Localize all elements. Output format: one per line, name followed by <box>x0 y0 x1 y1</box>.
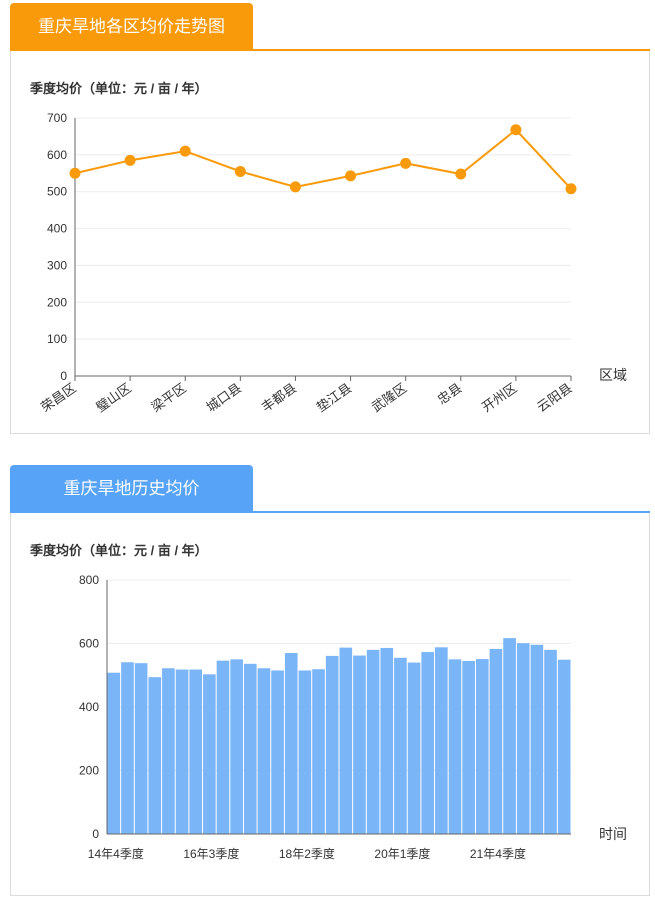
bar <box>421 652 435 834</box>
y-tick-label: 200 <box>79 764 99 778</box>
y-tick-label: 300 <box>47 258 67 272</box>
bar <box>353 655 366 834</box>
bar <box>544 649 557 834</box>
bar <box>257 668 271 834</box>
bar <box>462 660 475 834</box>
x-tick-label: 云阳县 <box>534 380 575 415</box>
bar <box>312 669 325 834</box>
bar <box>530 644 544 834</box>
y-tick-label: 600 <box>47 148 67 162</box>
bar <box>203 674 216 834</box>
y-tick-label: 600 <box>79 637 99 651</box>
bar <box>394 657 407 834</box>
bar <box>516 643 530 834</box>
district-price-header: 重庆旱地各区均价走势图 <box>10 3 650 51</box>
y-tick-label: 700 <box>47 111 67 125</box>
data-point <box>69 167 81 179</box>
bar <box>489 648 503 834</box>
data-point <box>179 145 191 157</box>
x-tick-label: 武隆区 <box>369 380 410 415</box>
bar <box>284 653 298 834</box>
bar <box>271 670 284 834</box>
bar <box>189 669 203 834</box>
bar <box>298 670 312 834</box>
x-tick-label: 20年1季度 <box>374 846 430 861</box>
x-axis-title: 区域 <box>599 367 627 383</box>
y-tick-label: 500 <box>47 185 67 199</box>
bar <box>448 659 462 834</box>
x-tick-label: 梁平区 <box>148 380 189 415</box>
bar <box>148 677 162 834</box>
y-tick-label: 0 <box>92 827 99 841</box>
bar <box>407 662 421 834</box>
x-tick-label: 荣昌区 <box>38 380 79 415</box>
bar <box>380 647 394 834</box>
bar <box>107 672 121 834</box>
data-point <box>124 154 136 166</box>
history-price-tab[interactable]: 重庆旱地历史均价 <box>10 465 253 513</box>
x-tick-label: 忠县 <box>435 380 465 407</box>
y-tick-label: 100 <box>47 332 67 346</box>
history-bar-chart: 0 200 400 600 800 14年4季度 16年3季度 18年2季度 20年1季度 21年… <box>79 573 627 861</box>
bar <box>134 663 148 834</box>
bar <box>339 647 353 834</box>
data-point <box>289 181 301 193</box>
data-point <box>345 170 357 182</box>
x-tick-label: 18年2季度 <box>279 846 335 861</box>
bar <box>557 659 571 834</box>
bar <box>243 663 257 834</box>
y-tick-label: 400 <box>79 700 99 714</box>
x-axis-title: 时间 <box>599 826 627 842</box>
data-point <box>234 165 246 177</box>
y-tick-label: 200 <box>47 295 67 309</box>
x-tick-label: 璧山区 <box>93 380 134 415</box>
bar <box>175 669 189 834</box>
x-tick-label: 城口县 <box>203 380 244 415</box>
data-point <box>510 124 522 136</box>
bar <box>503 638 516 834</box>
district-price-panel: 重庆旱地各区均价走势图 季度均价（单位：元 / 亩 / 年） 0 100 200 30… <box>10 3 650 434</box>
x-tick-label: 丰都县 <box>259 380 300 415</box>
bar <box>121 662 134 834</box>
history-price-panel: 重庆旱地历史均价 季度均价（单位：元 / 亩 / 年） 0 200 400 600 80… <box>10 465 650 896</box>
data-point <box>400 157 412 169</box>
data-point <box>455 168 467 180</box>
history-price-header: 重庆旱地历史均价 <box>10 465 650 513</box>
history-unit-label: 季度均价（单位：元 / 亩 / 年） <box>30 543 208 558</box>
history-price-tab-line <box>10 511 650 513</box>
y-tick-label: 0 <box>60 369 67 383</box>
bar <box>435 647 448 834</box>
x-tick-label: 开州区 <box>479 380 520 415</box>
data-point <box>565 183 577 195</box>
x-tick-label: 16年3季度 <box>183 846 239 861</box>
district-price-tab[interactable]: 重庆旱地各区均价走势图 <box>10 3 253 51</box>
x-tick-label: 21年4季度 <box>470 846 526 861</box>
bar <box>230 659 243 834</box>
y-tick-label: 400 <box>47 222 67 236</box>
district-unit-label: 季度均价（单位：元 / 亩 / 年） <box>30 81 208 96</box>
district-line-chart: 0 100 200 300 400 500 600 700 荣昌区 璧山区 梁平区 城口县 丰都县 垫江县… <box>38 111 627 415</box>
bar <box>162 668 175 834</box>
series-line <box>74 128 572 190</box>
x-tick-label: 垫江县 <box>314 380 355 415</box>
bar <box>475 659 489 834</box>
bar <box>216 660 230 834</box>
bar <box>366 649 380 834</box>
y-tick-label: 800 <box>79 573 99 587</box>
x-tick-label: 14年4季度 <box>88 846 144 861</box>
bar <box>325 655 339 834</box>
district-price-tab-line <box>10 49 650 51</box>
